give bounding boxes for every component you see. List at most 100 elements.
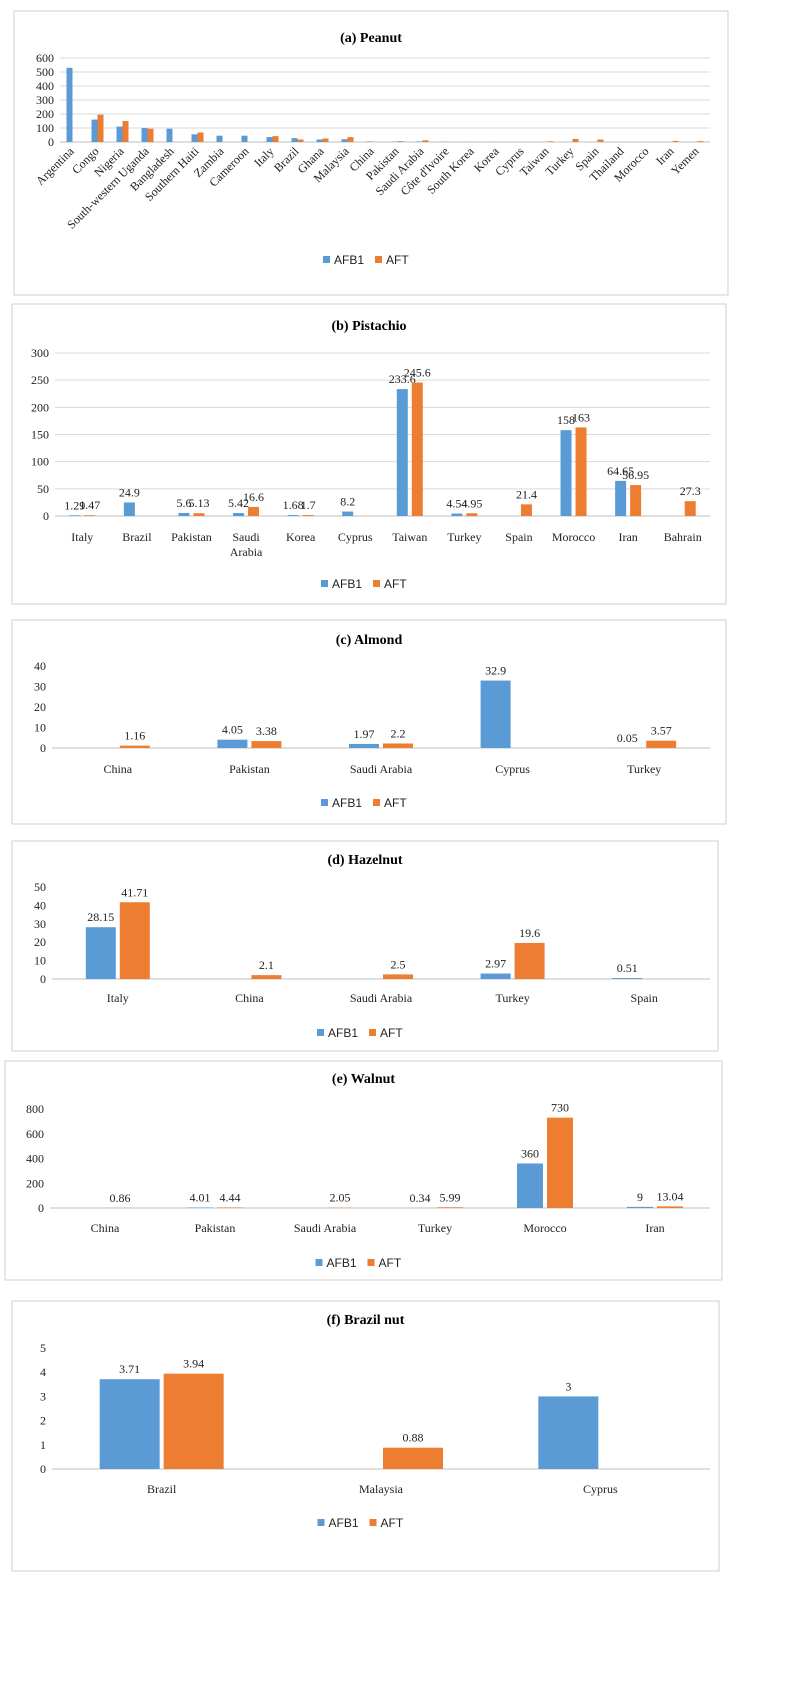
legend-swatch-aft <box>369 1029 376 1036</box>
y-tick-label: 20 <box>34 700 46 714</box>
x-tick-label-line: Pakistan <box>229 762 270 776</box>
data-label: 4.05 <box>222 723 243 737</box>
bar-aft-6 <box>411 382 423 516</box>
x-tick-label-line: Cyprus <box>338 530 373 544</box>
bar-afb1-10 <box>615 480 627 516</box>
legend-swatch-afb1 <box>323 256 330 263</box>
y-tick-label: 0 <box>43 509 49 523</box>
bar-aft-8 <box>520 504 532 516</box>
data-label: 1.68 <box>283 498 304 512</box>
y-tick-label: 1 <box>40 1438 46 1452</box>
bar-aft-7 <box>466 513 478 516</box>
chart-almond: (c) Almond 0 10 20 30 40 1.16 China 4.05 3.38 Paki… <box>11 619 727 825</box>
x-tick-label-line: Brazil <box>122 530 152 544</box>
bar-aft-0 <box>84 515 96 516</box>
bar-afb1-4 <box>612 978 643 979</box>
y-tick-label: 5 <box>40 1341 46 1355</box>
bar-afb1-0 <box>85 927 116 979</box>
legend-label: AFB1 <box>329 1516 359 1530</box>
x-tick-label-line: China <box>91 1221 120 1235</box>
data-label: 2.05 <box>330 1191 351 1205</box>
y-tick-label: 40 <box>34 659 46 673</box>
y-tick-label: 500 <box>36 65 54 79</box>
y-tick-label: 250 <box>31 373 49 387</box>
x-tick-label-line: Italy <box>71 530 93 544</box>
data-label: 4.44 <box>220 1190 241 1204</box>
y-tick-label: 100 <box>31 455 49 469</box>
legend-label: AFB1 <box>332 577 362 591</box>
data-label: 16.6 <box>243 490 264 504</box>
bar-aft-1 <box>97 114 104 142</box>
data-label: 5.42 <box>228 496 249 510</box>
x-tick-label-line: Malaysia <box>359 1482 404 1496</box>
data-label: 4.95 <box>461 496 482 510</box>
bar-afb1-7 <box>241 135 248 142</box>
bar-aft-1 <box>251 975 282 979</box>
y-tick-label: 0 <box>48 135 54 149</box>
x-tick-label-line: Italy <box>107 991 129 1005</box>
data-label: 245.6 <box>404 366 431 380</box>
y-tick-label: 600 <box>26 1127 44 1141</box>
data-label: 5.13 <box>188 496 209 510</box>
data-label: 730 <box>551 1101 569 1115</box>
bar-afb1-9 <box>560 430 572 516</box>
legend-label: AFB1 <box>334 253 364 267</box>
data-label: 4.01 <box>190 1191 211 1205</box>
data-label: 0.86 <box>110 1191 131 1205</box>
data-label: 158 <box>557 413 575 427</box>
chart-brazil-nut: (f) Brazil nut 0 1 2 3 4 5 3.71 3.94 Brazil 0.88 Ma… <box>11 1300 720 1572</box>
chart-title: (e) Walnut <box>332 1072 395 1087</box>
x-tick-label-line: Cyprus <box>495 762 530 776</box>
bar-aft-4 <box>547 1117 573 1208</box>
y-tick-label: 30 <box>34 680 46 694</box>
legend-swatch-aft <box>369 1519 377 1526</box>
bar-afb1-4 <box>287 515 299 516</box>
x-tick-label: Taiwan <box>392 530 427 544</box>
chart-panel <box>11 840 719 1052</box>
legend-swatch-afb1 <box>315 1259 323 1266</box>
y-tick-label: 50 <box>37 482 49 496</box>
bar-afb1-0 <box>69 515 81 516</box>
bar-aft-11 <box>347 137 354 142</box>
x-tick-label-line: Morocco <box>523 1221 566 1235</box>
y-tick-label: 400 <box>36 79 54 93</box>
y-tick-label: 40 <box>34 898 46 912</box>
data-label: 4.54 <box>446 497 467 511</box>
bar-aft-8 <box>272 136 279 142</box>
legend-label: AFT <box>381 1516 404 1530</box>
y-tick-label: 10 <box>34 954 46 968</box>
legend-label: AFB1 <box>332 796 362 810</box>
data-label: 3.57 <box>651 724 672 738</box>
legend: AFB1 AFT <box>317 1026 403 1040</box>
x-tick-label: Morocco <box>552 530 595 544</box>
chart-title: (c) Almond <box>336 633 403 648</box>
chart-hazelnut: (d) Hazelnut 0 10 20 30 40 50 28.15 41.71 Italy 2.… <box>11 840 719 1052</box>
x-tick-label: Turkey <box>627 762 661 776</box>
bar-afb1-0 <box>66 67 73 142</box>
bar-afb1-1 <box>123 502 135 516</box>
legend-label: AFT <box>384 577 407 591</box>
bar-afb1-14 <box>416 141 423 142</box>
x-tick-label-line: China <box>235 991 264 1005</box>
data-label: 19.6 <box>519 926 540 940</box>
bar-afb1-5 <box>627 1206 653 1208</box>
data-label: 2.97 <box>485 957 506 971</box>
bar-aft-1 <box>383 1447 443 1469</box>
bar-afb1-2 <box>349 743 379 748</box>
bar-aft-19 <box>547 141 554 142</box>
x-tick-label: Saudi Arabia <box>294 1221 357 1235</box>
bar-aft-2 <box>383 743 413 748</box>
x-tick-label: Italy <box>107 991 129 1005</box>
legend: AFB1 AFT <box>321 577 407 591</box>
bar-aft-25 <box>697 141 704 142</box>
x-tick-label-line: Cyprus <box>583 1482 618 1496</box>
data-label: 32.9 <box>485 664 506 678</box>
data-label: 1.16 <box>124 729 145 743</box>
x-tick-label-line: Brazil <box>147 1482 177 1496</box>
x-tick-label: Turkey <box>495 991 529 1005</box>
x-tick-label-line: Iran <box>618 530 637 544</box>
bar-afb1-2 <box>116 126 123 142</box>
bar-aft-5 <box>197 132 204 142</box>
data-label: 28.15 <box>87 910 114 924</box>
